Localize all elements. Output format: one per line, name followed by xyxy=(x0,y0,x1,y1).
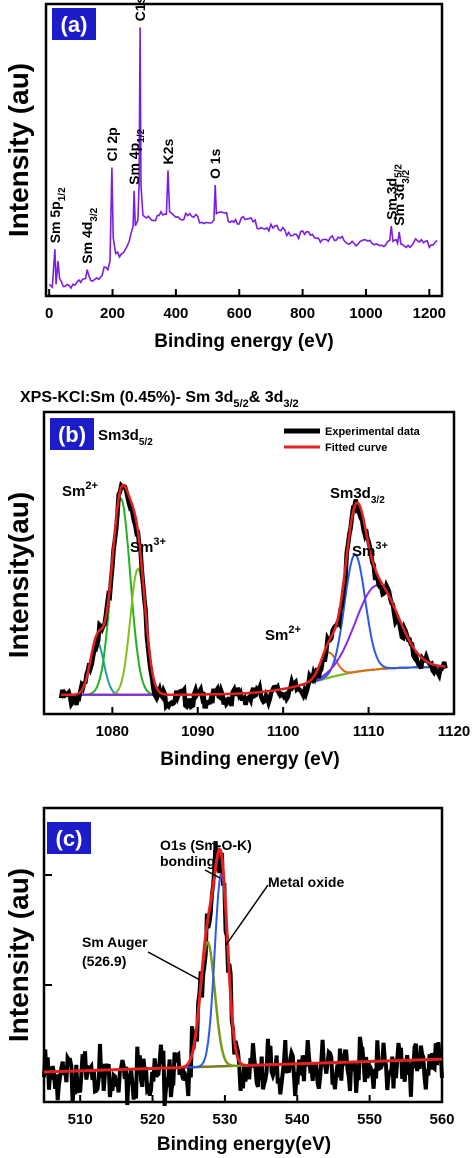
peak-label: Cl 2p xyxy=(104,127,120,161)
arrow-sm-auger xyxy=(147,951,201,981)
panel-a-badge-label: (a) xyxy=(61,12,88,37)
peak-label: Sm 4d3/2 xyxy=(79,207,100,263)
x-tick-label: 1100 xyxy=(267,723,300,740)
x-tick-label: 1080 xyxy=(96,723,129,740)
panel-c-y-label: Intensity (au) xyxy=(3,868,34,1042)
panel-c-annotations: O1s (Sm-O-K) bonding Metal oxide Sm Auge… xyxy=(82,837,344,981)
panel-b-y-label: Intensity(au) xyxy=(3,492,34,658)
x-tick-label: 1090 xyxy=(181,723,214,740)
panel-a-survey-line xyxy=(48,27,438,290)
panel-b-frame xyxy=(42,410,456,716)
panel-b-curves xyxy=(58,480,448,712)
panel-b-legend: Experimental data Fitted curve xyxy=(284,426,421,454)
fitted-curve xyxy=(44,846,443,1074)
x-tick-label: 1120 xyxy=(438,723,471,740)
panel-b-x-label: Binding energy (eV) xyxy=(160,749,339,770)
peak-label: Sm 4p1/2 xyxy=(126,129,147,185)
panel-b-badge-label: (b) xyxy=(58,422,86,447)
peak-label: Sm 5p1/2 xyxy=(47,187,68,243)
label-sm-auger-value: (526.9) xyxy=(82,953,126,969)
peak-label: Sm 3d5/2 xyxy=(383,164,404,220)
label-sm3d32: Sm3d3/2 xyxy=(330,485,385,506)
component-peak xyxy=(61,553,446,696)
label-sm3plus-right: Sm3+ xyxy=(352,540,388,560)
x-tick-label: 1110 xyxy=(353,723,385,740)
peak-label: O 1s xyxy=(207,148,223,179)
panel-b-annotations: Sm3d5/2 Sm2+ Sm3+ Sm3d3/2 Sm3+ Sm2+ xyxy=(62,427,388,644)
panel-a-x-ticks: 0 200 400 600 800 1000 1200 xyxy=(45,289,446,322)
arrow-metal-oxide xyxy=(225,884,269,946)
x-tick-label: 510 xyxy=(68,1111,93,1128)
panel-a-frame xyxy=(44,2,444,298)
panel-b-badge xyxy=(50,418,94,450)
x-tick-label: 0 xyxy=(45,305,53,322)
x-tick-label: 1000 xyxy=(349,305,382,322)
panel-a: (a) Intensity (au) Binding energy (eV) 0… xyxy=(3,0,446,352)
panel-c-badge-label: (c) xyxy=(56,826,83,851)
label-sm2plus-right: Sm2+ xyxy=(265,624,301,644)
panel-a-peak-labels: Sm 5p1/2 Sm 4d3/2 Cl 2p Sm 4p1/2 C1s K2s O 1s S… xyxy=(47,0,412,264)
panel-a-badge xyxy=(52,8,96,40)
arrow-o1s xyxy=(204,869,221,879)
panel-b-x-ticks: 1080 1090 1100 1110 1120 xyxy=(96,707,471,740)
legend-fitted-label: Fitted curve xyxy=(325,442,387,454)
x-tick-label: 200 xyxy=(100,305,125,322)
x-tick-label: 800 xyxy=(290,305,315,322)
panel-a-y-label: Intensity (au) xyxy=(3,63,34,237)
panel-c-curves xyxy=(42,841,444,1107)
panel-c: (c) Intensity (au) Binding energy(eV) 51… xyxy=(3,806,455,1155)
x-tick-label: 1200 xyxy=(413,305,446,322)
x-tick-label: 550 xyxy=(357,1111,382,1128)
x-tick-label: 530 xyxy=(212,1111,237,1128)
panel-c-y-ticks xyxy=(44,874,52,986)
peak-label: Sm 3d3/2 xyxy=(391,169,412,225)
fitted-curve xyxy=(61,483,446,697)
peak-label: K2s xyxy=(160,139,176,165)
component-peak xyxy=(61,584,446,696)
label-sm3plus-left: Sm3+ xyxy=(130,536,166,556)
x-tick-label: 600 xyxy=(227,305,252,322)
panel-c-x-ticks: 510 520 530 540 550 560 xyxy=(68,1095,455,1128)
panel-c-badge xyxy=(47,822,91,854)
panel-c-frame xyxy=(42,806,444,1104)
component-peak-metal-oxide xyxy=(44,873,443,1073)
label-o1s: O1s (Sm-O-K) xyxy=(160,837,252,853)
label-metal-oxide: Metal oxide xyxy=(268,874,344,890)
x-tick-label: 560 xyxy=(429,1111,454,1128)
label-sm3d52: Sm3d5/2 xyxy=(98,427,153,448)
panel-c-x-label: Binding energy(eV) xyxy=(157,1134,331,1155)
peak-label: C1s xyxy=(132,0,148,21)
panel-b-title: XPS-KCl:Sm (0.45%)- Sm 3d5/2& 3d3/2 xyxy=(20,389,299,410)
label-o1s-bonding: bonding xyxy=(160,853,215,869)
legend-experimental-label: Experimental data xyxy=(325,426,421,438)
label-sm-auger: Sm Auger xyxy=(82,934,148,950)
x-tick-label: 400 xyxy=(163,305,188,322)
panel-b: XPS-KCl:Sm (0.45%)- Sm 3d5/2& 3d3/2 (b) … xyxy=(3,389,470,770)
label-sm2plus-left: Sm2+ xyxy=(62,480,98,500)
experimental-data xyxy=(42,841,444,1107)
x-tick-label: 520 xyxy=(140,1111,165,1128)
x-tick-label: 540 xyxy=(285,1111,310,1128)
panel-a-x-label: Binding energy (eV) xyxy=(154,331,333,352)
